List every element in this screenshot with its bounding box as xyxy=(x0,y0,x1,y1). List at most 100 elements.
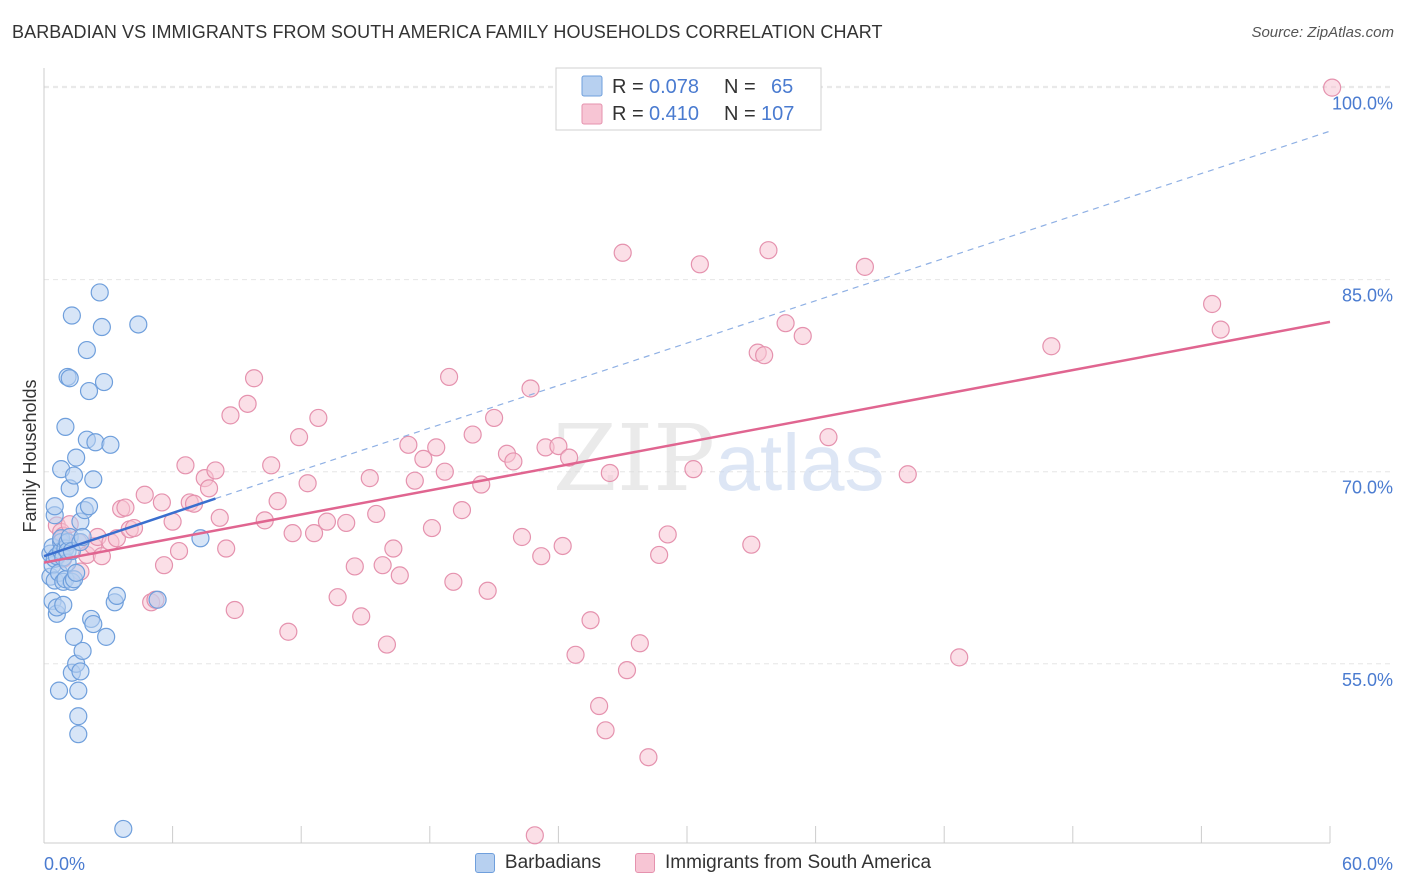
barbadian-point xyxy=(97,627,116,646)
legend-swatch-barbadians xyxy=(581,75,603,97)
immigrant-point xyxy=(317,512,337,531)
immigrant-point xyxy=(478,581,497,600)
legend-r-value: 0.078 xyxy=(649,76,699,98)
immigrant-point xyxy=(521,379,540,398)
immigrant-point xyxy=(690,255,709,274)
immigrant-point xyxy=(217,539,236,558)
immigrant-point xyxy=(116,498,135,517)
barbadian-point xyxy=(45,497,64,516)
immigrant-point xyxy=(373,556,392,575)
immigrant-point xyxy=(950,648,969,667)
barbadian-point xyxy=(49,681,69,700)
immigrant-point xyxy=(759,241,778,260)
immigrant-point xyxy=(553,536,572,556)
immigrant-point xyxy=(439,367,459,387)
immigrant-point xyxy=(154,556,174,575)
y-tick-label: 55.0% xyxy=(1342,670,1393,690)
immigrant-point xyxy=(617,661,637,680)
immigrant-point xyxy=(684,460,703,479)
legend-swatch-barbadians xyxy=(474,853,495,873)
immigrant-point xyxy=(613,243,632,262)
legend-top: R = 0.078 N = 65 R = 0.410 N = 107 xyxy=(555,67,822,131)
immigrant-point xyxy=(600,463,619,483)
y-tick-label: 85.0% xyxy=(1342,286,1393,306)
barbadian-point xyxy=(84,470,103,489)
immigrant-point xyxy=(566,645,585,664)
immigrant-point xyxy=(1323,78,1342,97)
barbadian-point xyxy=(107,586,126,605)
legend-swatch-immigrants xyxy=(581,103,603,125)
barbadian-point xyxy=(71,662,90,681)
barbadian-trend-extension xyxy=(215,130,1331,500)
data-points xyxy=(41,77,1342,845)
immigrant-point xyxy=(199,479,219,498)
immigrant-point xyxy=(581,611,600,630)
immigrant-point xyxy=(298,474,317,493)
immigrant-point xyxy=(596,721,615,740)
immigrant-point xyxy=(549,436,568,456)
watermark-zip: ZIP xyxy=(553,405,715,512)
immigrant-point xyxy=(650,545,669,565)
immigrant-point xyxy=(1042,337,1061,356)
x-tick-label: 60.0% xyxy=(1342,854,1393,874)
barbadian-point xyxy=(60,369,79,388)
x-tick-label: 0.0% xyxy=(44,854,85,874)
immigrant-point xyxy=(1211,320,1230,339)
barbadian-point xyxy=(79,381,99,401)
barbadian-point xyxy=(67,563,86,582)
immigrant-point xyxy=(776,314,795,333)
immigrant-point xyxy=(238,394,257,413)
immigrant-point xyxy=(268,492,287,511)
immigrant-point xyxy=(855,257,874,276)
barbadian-point xyxy=(69,725,88,744)
legend-label-barbadians: Barbadians xyxy=(504,852,602,873)
immigrant-point xyxy=(590,696,609,716)
barbadian-trend-line xyxy=(43,497,216,558)
immigrant-point xyxy=(390,566,409,585)
immigrant-trend-line xyxy=(43,320,1331,564)
legend-item-barbadians: Barbadians xyxy=(474,852,602,874)
barbadian-point xyxy=(101,435,120,454)
barbadian-point xyxy=(84,614,103,634)
immigrant-point xyxy=(367,504,386,524)
immigrant-point xyxy=(512,527,532,547)
barbadian-point xyxy=(90,283,109,302)
immigrant-point xyxy=(279,622,298,641)
immigrant-point xyxy=(152,493,171,512)
immigrant-point xyxy=(414,449,433,469)
immigrant-point xyxy=(463,425,482,444)
legend-r-value: 0.410 xyxy=(649,103,699,125)
immigrant-point xyxy=(427,438,446,457)
barbadian-point xyxy=(86,433,105,452)
immigrant-point xyxy=(405,471,424,490)
barbadian-point xyxy=(148,590,167,609)
trend-lines xyxy=(43,130,1331,564)
barbadian-point xyxy=(94,372,114,392)
immigrant-point xyxy=(422,518,442,538)
barbadian-point xyxy=(92,317,111,337)
immigrant-point xyxy=(135,485,154,504)
immigrant-point xyxy=(384,539,403,558)
immigrant-point xyxy=(169,541,189,561)
legend-r-label: R = xyxy=(612,76,644,98)
legend-n-value: 65 xyxy=(771,76,793,98)
immigrant-point xyxy=(755,346,774,365)
immigrant-point xyxy=(360,469,379,488)
barbadian-point xyxy=(114,819,133,839)
immigrant-point xyxy=(377,635,397,654)
immigrant-point xyxy=(221,406,240,425)
legend-n-label: N = xyxy=(724,76,756,98)
immigrant-point xyxy=(225,600,244,620)
immigrant-point xyxy=(244,369,264,388)
immigrant-point xyxy=(658,525,677,544)
immigrant-point xyxy=(435,462,454,481)
barbadian-point xyxy=(56,417,75,436)
y-tick-label: 70.0% xyxy=(1342,478,1393,498)
barbadian-point xyxy=(73,641,92,661)
immigrant-point xyxy=(262,456,281,475)
axes: 55.0% 70.0% 85.0% 100.0% 0.0% 60.0% xyxy=(43,68,1393,874)
immigrant-point xyxy=(819,428,838,447)
immigrant-point xyxy=(328,588,347,607)
barbadian-point xyxy=(67,448,86,467)
